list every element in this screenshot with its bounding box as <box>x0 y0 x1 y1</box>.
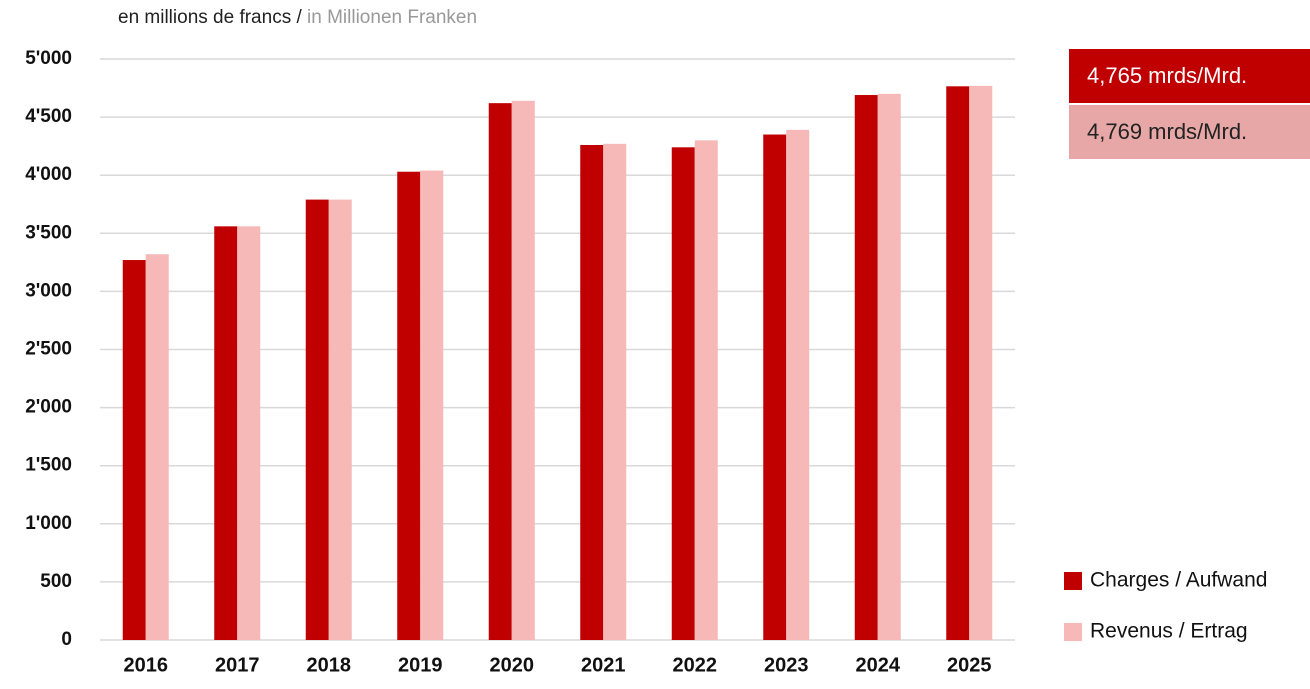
annotation: 4,769 mrds/Mrd. <box>1087 119 1247 144</box>
bar <box>122 260 146 640</box>
bar <box>877 93 901 641</box>
bar <box>305 199 329 641</box>
x-tick-label: 2021 <box>581 654 626 676</box>
x-tick-label: 2018 <box>307 654 352 676</box>
bar <box>671 147 695 640</box>
y-tick-label: 5'000 <box>25 48 72 69</box>
legend-label: Revenus / Ertrag <box>1090 620 1248 643</box>
y-tick-label: 4'500 <box>25 106 72 127</box>
x-tick-label: 2017 <box>215 654 260 676</box>
y-tick-label: 500 <box>40 571 72 592</box>
annotation-box <box>1069 49 1310 103</box>
subtitle-de: in Millionen Franken <box>307 7 477 28</box>
bar <box>145 254 169 640</box>
y-tick-label: 3'500 <box>25 222 72 243</box>
annotation-box <box>1069 105 1310 159</box>
legend-swatch <box>1064 572 1082 590</box>
bar <box>580 144 604 640</box>
legend-swatch <box>1064 623 1082 641</box>
bar <box>214 226 238 640</box>
x-tick-label: 2025 <box>947 654 992 676</box>
subtitle-fr: en millions de francs / <box>118 7 307 28</box>
y-tick-label: 0 <box>61 629 72 650</box>
bar <box>694 140 718 640</box>
bar <box>420 170 444 640</box>
y-tick-label: 1'000 <box>25 513 72 534</box>
annotation: 4,765 mrds/Mrd. <box>1087 63 1247 88</box>
legend-label: Charges / Aufwand <box>1090 569 1267 592</box>
y-tick-label: 4'000 <box>25 164 72 185</box>
bar <box>786 129 810 640</box>
x-tick-label: 2023 <box>764 654 809 676</box>
y-tick-label: 3'000 <box>25 280 72 301</box>
bar <box>237 226 261 640</box>
bar <box>969 85 993 640</box>
bar <box>763 134 787 640</box>
y-tick-label: 2'000 <box>25 397 72 418</box>
y-tick-label: 1'500 <box>25 455 72 476</box>
bar <box>397 171 421 641</box>
x-tick-label: 2022 <box>673 654 718 676</box>
bar <box>511 100 535 640</box>
x-tick-label: 2020 <box>490 654 535 676</box>
y-tick-label: 2'500 <box>25 339 72 360</box>
x-tick-label: 2024 <box>856 654 901 676</box>
bar <box>328 199 352 641</box>
chart-subtitle: en millions de francs / in Millionen Fra… <box>118 7 477 28</box>
bar <box>488 103 512 640</box>
bar <box>946 86 970 640</box>
x-tick-label: 2019 <box>398 654 443 676</box>
x-tick-label: 2016 <box>124 654 169 676</box>
bar <box>603 143 627 641</box>
bar <box>854 95 878 641</box>
